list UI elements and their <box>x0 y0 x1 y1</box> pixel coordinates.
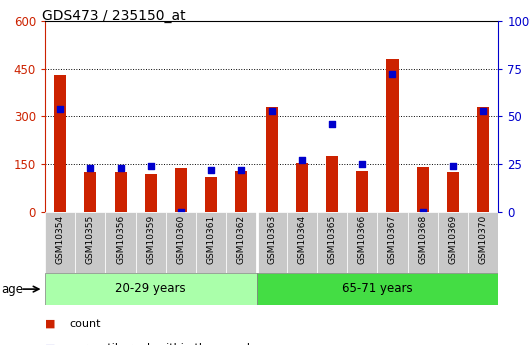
FancyBboxPatch shape <box>347 212 377 273</box>
Bar <box>114 172 127 212</box>
FancyBboxPatch shape <box>75 212 105 273</box>
Bar <box>477 107 489 212</box>
Bar <box>145 174 157 212</box>
Text: age: age <box>2 283 24 296</box>
Text: GSM10359: GSM10359 <box>146 215 155 265</box>
FancyBboxPatch shape <box>317 212 347 273</box>
Text: 65-71 years: 65-71 years <box>342 283 413 295</box>
Text: GSM10354: GSM10354 <box>56 215 65 264</box>
Point <box>328 121 336 127</box>
Point <box>388 71 396 77</box>
Bar <box>326 156 338 212</box>
Point <box>479 108 487 114</box>
Text: ■: ■ <box>45 319 56 329</box>
Point <box>418 209 427 215</box>
Text: count: count <box>69 319 100 329</box>
Text: GSM10368: GSM10368 <box>418 215 427 265</box>
FancyBboxPatch shape <box>196 212 226 273</box>
FancyBboxPatch shape <box>468 212 498 273</box>
Text: ■: ■ <box>45 343 56 345</box>
Point <box>358 161 367 167</box>
Point <box>298 158 306 163</box>
Bar <box>235 171 248 212</box>
Text: GSM10356: GSM10356 <box>116 215 125 265</box>
Bar <box>296 163 308 212</box>
Text: GSM10369: GSM10369 <box>448 215 457 265</box>
Text: GSM10361: GSM10361 <box>207 215 216 265</box>
Bar <box>84 172 96 212</box>
Text: GSM10363: GSM10363 <box>267 215 276 265</box>
FancyBboxPatch shape <box>166 212 196 273</box>
FancyBboxPatch shape <box>257 273 498 305</box>
Text: GSM10364: GSM10364 <box>297 215 306 264</box>
FancyBboxPatch shape <box>45 212 75 273</box>
Bar <box>447 172 459 212</box>
Text: 20-29 years: 20-29 years <box>116 283 186 295</box>
Point <box>116 165 125 171</box>
FancyBboxPatch shape <box>438 212 468 273</box>
Point <box>56 106 65 111</box>
FancyBboxPatch shape <box>257 212 287 273</box>
Bar <box>417 167 429 212</box>
Point <box>177 209 186 215</box>
FancyBboxPatch shape <box>377 212 408 273</box>
Text: GSM10367: GSM10367 <box>388 215 397 265</box>
Text: GSM10366: GSM10366 <box>358 215 367 265</box>
Text: GSM10362: GSM10362 <box>237 215 246 264</box>
FancyBboxPatch shape <box>287 212 317 273</box>
Text: GSM10355: GSM10355 <box>86 215 95 265</box>
FancyBboxPatch shape <box>408 212 438 273</box>
Text: GSM10365: GSM10365 <box>328 215 337 265</box>
Point <box>207 167 215 173</box>
Text: GDS473 / 235150_at: GDS473 / 235150_at <box>42 9 186 23</box>
FancyBboxPatch shape <box>45 273 257 305</box>
Point <box>448 164 457 169</box>
Text: GSM10370: GSM10370 <box>479 215 488 265</box>
Bar <box>175 168 187 212</box>
Point <box>146 164 155 169</box>
Point <box>86 165 94 171</box>
Point <box>237 167 246 173</box>
Text: percentile rank within the sample: percentile rank within the sample <box>69 343 257 345</box>
FancyBboxPatch shape <box>226 212 257 273</box>
Bar <box>386 59 399 212</box>
Point <box>267 108 276 114</box>
Bar <box>54 75 66 212</box>
FancyBboxPatch shape <box>105 212 136 273</box>
FancyBboxPatch shape <box>136 212 166 273</box>
Bar <box>205 177 217 212</box>
Bar <box>266 107 278 212</box>
Text: GSM10360: GSM10360 <box>176 215 186 265</box>
Bar <box>356 171 368 212</box>
